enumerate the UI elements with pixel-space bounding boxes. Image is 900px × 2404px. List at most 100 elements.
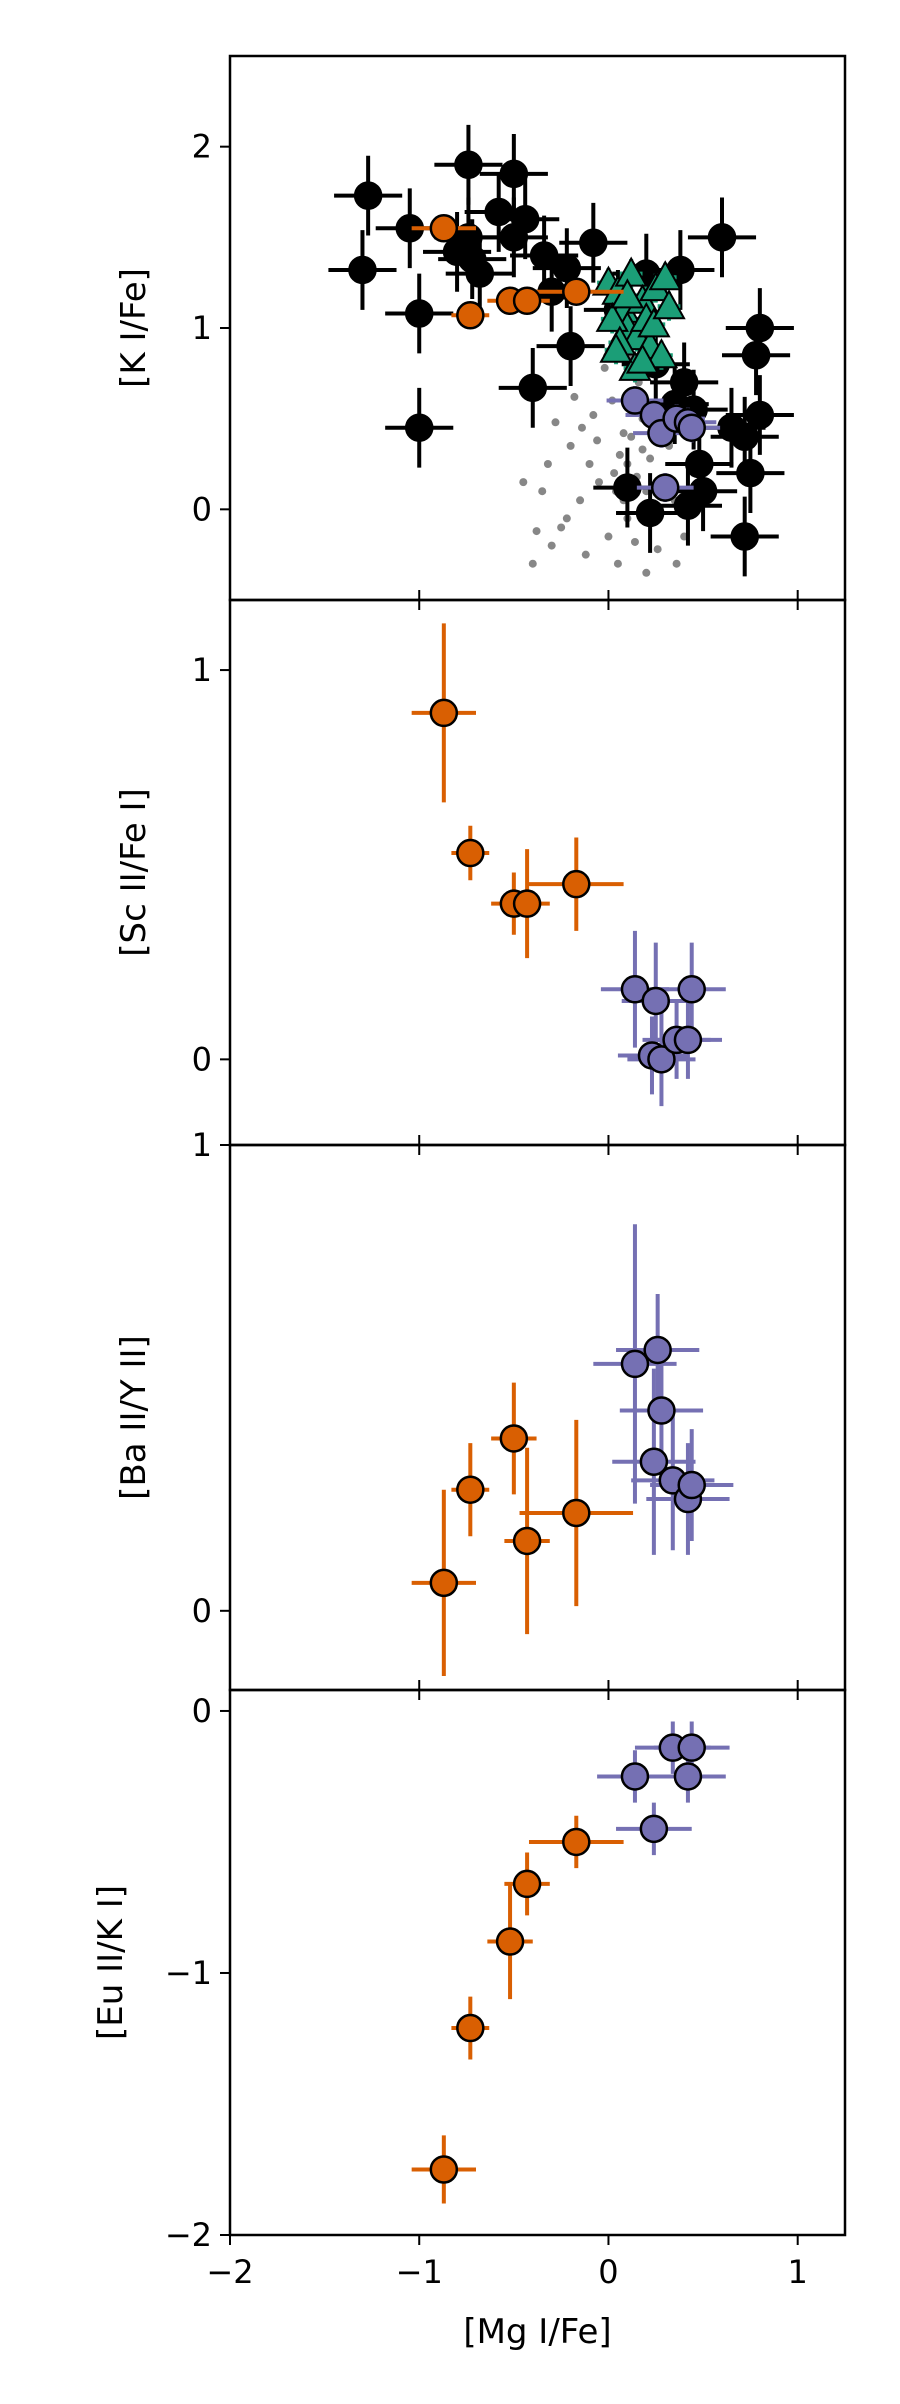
data-point	[353, 181, 383, 210]
data-point	[547, 541, 556, 550]
data-point	[456, 838, 485, 868]
data-point	[677, 1470, 706, 1500]
data-point	[562, 277, 591, 306]
data-point	[429, 214, 459, 243]
panel-frame	[228, 1143, 847, 1692]
data-point	[630, 537, 639, 546]
data-point	[499, 1424, 529, 1453]
plot-area	[328, 124, 794, 577]
y-tick-label: 0	[192, 1040, 212, 1078]
data-point	[456, 301, 485, 330]
data-point	[677, 1733, 706, 1762]
plot-area	[411, 1224, 734, 1677]
data-point	[512, 286, 542, 316]
data-point	[557, 523, 566, 532]
y-axis-label: [Eu II/K I]	[91, 1885, 131, 2040]
plot-area	[411, 623, 726, 1107]
data-point	[646, 454, 655, 463]
y-axis-label: [K I/Fe]	[114, 268, 154, 388]
data-point	[685, 449, 714, 479]
data-point	[429, 1568, 459, 1598]
y-tick-label: 0	[192, 490, 212, 528]
data-point	[595, 478, 603, 487]
data-point	[570, 392, 579, 401]
y-tick-label: 1	[192, 651, 212, 689]
data-point	[562, 869, 591, 899]
data-point	[730, 422, 759, 452]
data-point	[576, 496, 585, 505]
data-point	[644, 338, 679, 369]
data-point	[552, 253, 582, 283]
data-point	[562, 1498, 591, 1528]
data-point	[589, 411, 598, 420]
y-tick-label: −1	[165, 1954, 212, 1992]
data-point	[579, 228, 608, 258]
data-point	[581, 550, 590, 559]
data-point	[610, 278, 645, 309]
data-point	[495, 1927, 525, 1956]
data-point	[518, 373, 548, 403]
data-point	[566, 441, 575, 450]
data-point	[615, 450, 624, 459]
data-point	[620, 1349, 650, 1379]
data-point	[673, 1025, 703, 1055]
data-point	[499, 159, 529, 189]
x-tick-label: −2	[206, 2253, 253, 2291]
data-point	[650, 473, 680, 502]
data-point	[672, 559, 681, 568]
data-point	[648, 260, 682, 291]
y-axis-label: [Ba II/Y II]	[114, 1335, 154, 1500]
data-point	[635, 498, 665, 528]
panel-frame	[228, 1688, 847, 2237]
data-point	[637, 307, 671, 338]
data-point	[639, 1814, 669, 1844]
data-point	[529, 241, 559, 270]
data-point	[538, 487, 547, 496]
data-point	[688, 476, 718, 506]
y-tick-label: 2	[192, 128, 212, 166]
data-point	[348, 255, 377, 285]
data-point	[562, 514, 571, 523]
data-point	[653, 545, 662, 554]
data-point	[745, 400, 775, 430]
data-point	[604, 532, 613, 541]
data-point	[673, 1762, 703, 1791]
data-point	[619, 429, 628, 438]
data-point	[677, 413, 706, 442]
data-point	[404, 413, 434, 442]
plot-area	[411, 1721, 730, 2204]
data-point	[512, 1526, 542, 1556]
data-point	[669, 368, 699, 397]
data-point	[593, 436, 602, 445]
y-axis-label: [Sc II/Fe I]	[114, 788, 154, 957]
data-point	[599, 332, 633, 363]
x-tick-label: 1	[788, 2253, 808, 2291]
data-point	[730, 522, 759, 551]
data-point	[595, 301, 629, 332]
data-point	[643, 1335, 672, 1365]
data-point	[652, 289, 686, 320]
data-point	[613, 559, 622, 568]
y-tick-label: 1	[192, 309, 212, 347]
data-point	[736, 458, 765, 488]
data-point	[677, 975, 706, 1004]
data-point	[638, 445, 647, 454]
data-point	[620, 1762, 650, 1791]
panel-frame	[228, 598, 847, 1147]
data-point	[429, 698, 459, 728]
y-tick-label: 1	[192, 1126, 212, 1164]
data-point	[745, 313, 775, 343]
data-point	[456, 2013, 485, 2043]
data-point	[465, 259, 495, 288]
y-tick-label: 0	[192, 1692, 212, 1730]
data-point	[639, 1447, 669, 1477]
data-point	[510, 204, 540, 234]
data-point	[551, 418, 560, 427]
data-point	[429, 2155, 459, 2184]
data-point	[519, 478, 528, 487]
data-point	[512, 889, 542, 918]
data-point	[532, 527, 541, 536]
data-point	[543, 460, 552, 468]
